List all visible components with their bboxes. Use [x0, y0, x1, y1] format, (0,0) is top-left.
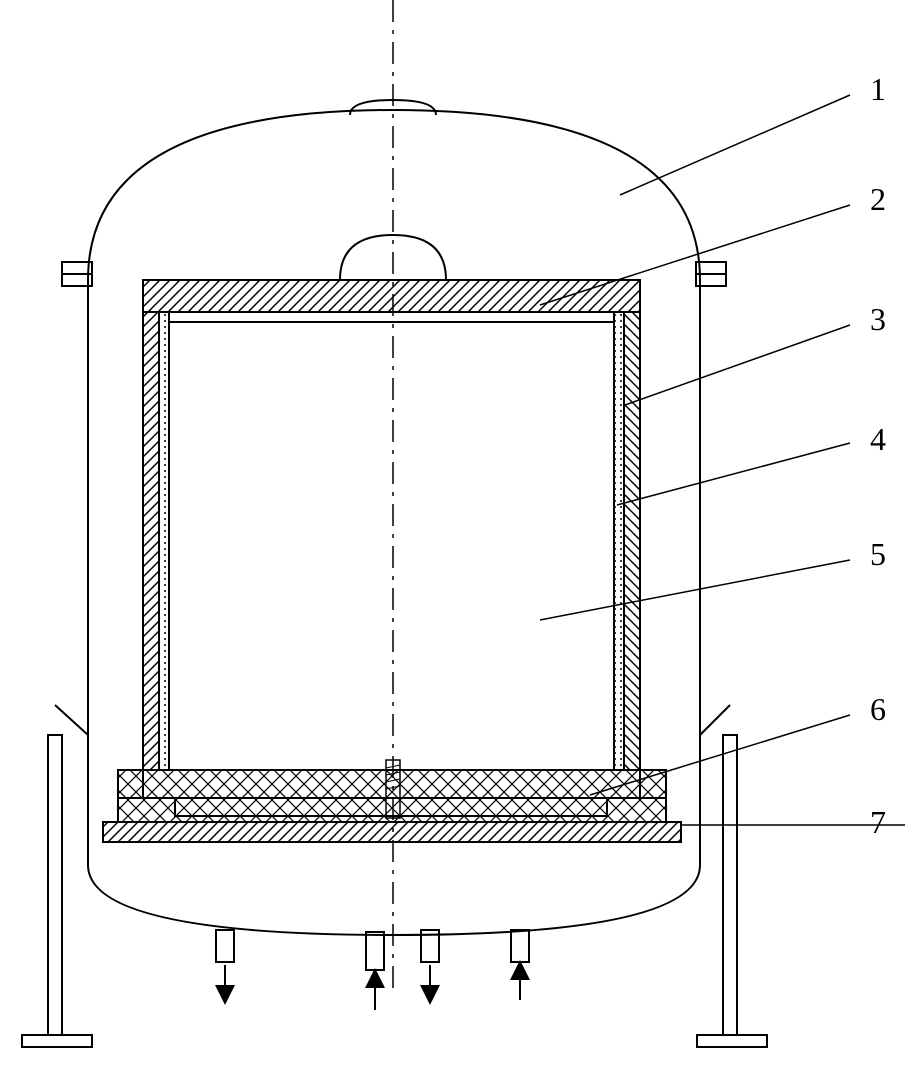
vessel-bottom-dome — [88, 865, 700, 935]
leg-right — [697, 705, 767, 1047]
leg-left — [22, 705, 92, 1047]
label-6: 6 — [870, 691, 886, 727]
label-2: 2 — [870, 181, 886, 217]
label-1: 1 — [870, 71, 886, 107]
vessel-diagram: 1 2 3 4 5 6 7 — [0, 0, 913, 1066]
leader-lines — [540, 95, 905, 825]
label-5: 5 — [870, 536, 886, 572]
ports — [216, 930, 529, 1010]
label-7: 7 — [870, 804, 886, 840]
base-side-left — [118, 770, 143, 798]
vessel-dome — [88, 110, 700, 280]
inner-wall-left — [143, 312, 169, 770]
inner-wall-right — [614, 312, 640, 770]
top-cover — [143, 280, 640, 312]
base-side-right — [640, 770, 666, 798]
label-4: 4 — [870, 421, 886, 457]
label-3: 3 — [870, 301, 886, 337]
